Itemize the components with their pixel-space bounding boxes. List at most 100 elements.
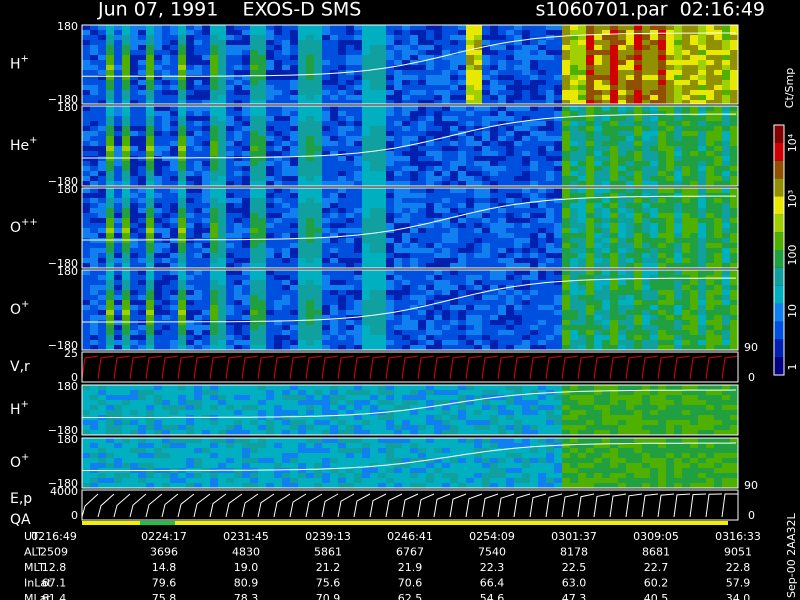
- spectrogram-cell: [106, 95, 114, 100]
- spectrogram-cell: [586, 315, 594, 320]
- spectrogram-cell: [170, 223, 178, 228]
- spectrogram-cell: [482, 141, 490, 146]
- spectrogram-cell: [82, 228, 90, 233]
- spectrogram-cell: [354, 310, 362, 315]
- spectrogram-cell: [482, 45, 490, 50]
- spectrogram-cell: [274, 25, 282, 30]
- spectrogram-cell: [650, 106, 658, 111]
- spectrogram-cell: [722, 50, 730, 55]
- spectrogram-cell: [210, 310, 218, 315]
- spectrogram-cell: [690, 141, 698, 146]
- spectrogram-cell: [650, 25, 658, 30]
- spectrogram-cell: [546, 95, 554, 100]
- spectrogram-cell: [490, 141, 498, 146]
- spectrogram-cell: [130, 151, 138, 156]
- spectrogram-cell: [674, 218, 682, 223]
- spectrogram-cell: [602, 203, 610, 208]
- spectrogram-cell: [506, 35, 514, 40]
- spectrogram-cell: [370, 156, 378, 161]
- spectrogram-cell: [506, 131, 514, 136]
- spectrogram-cell: [162, 310, 170, 315]
- spectrogram-cell: [370, 305, 378, 310]
- spectrogram-cell: [210, 95, 218, 100]
- spectrogram-cell: [234, 55, 242, 60]
- spectrogram-cell: [434, 233, 442, 238]
- spectrogram-cell: [234, 116, 242, 121]
- spectrogram-cell: [130, 305, 138, 310]
- spectrogram-cell: [282, 55, 290, 60]
- spectrogram-cell: [722, 80, 730, 85]
- spectrogram-cell: [242, 176, 250, 181]
- spectrogram-cell: [266, 100, 274, 104]
- spectrogram-cell: [626, 161, 634, 166]
- spectrogram-cell: [522, 116, 530, 121]
- spectrogram-cell: [666, 248, 674, 253]
- spectrogram-cell: [658, 25, 666, 30]
- spectrogram-cell: [458, 116, 466, 121]
- spectrogram-cell: [138, 223, 146, 228]
- spectrogram-cell: [194, 40, 202, 45]
- spectrogram-cell: [82, 171, 90, 176]
- spectrogram-cell: [346, 280, 354, 285]
- spectrogram-cell: [434, 45, 442, 50]
- spectrogram-cell: [106, 85, 114, 90]
- spectrogram-cell: [674, 40, 682, 45]
- spectrogram-cell: [506, 345, 514, 350]
- spectrogram-cell: [226, 315, 234, 320]
- spectrogram-cell: [378, 60, 386, 65]
- spectrogram-cell: [498, 285, 506, 290]
- spectrogram-cell: [82, 233, 90, 238]
- spectrogram-cell: [578, 228, 586, 233]
- spectrogram-cell: [554, 60, 562, 65]
- spectrogram-cell: [722, 166, 730, 171]
- spectrogram-cell: [162, 345, 170, 350]
- spectrogram-cell: [314, 25, 322, 30]
- spectrogram-cell: [474, 161, 482, 166]
- spectrogram-cell: [202, 166, 210, 171]
- spectrogram-cell: [194, 80, 202, 85]
- spectrogram-cell: [298, 111, 306, 116]
- spectrogram-cell: [234, 161, 242, 166]
- spectrogram-cell: [306, 325, 314, 330]
- spectrogram-cell: [122, 285, 130, 290]
- spectrogram-cell: [410, 223, 418, 228]
- spectrogram-cell: [570, 243, 578, 248]
- spectrogram-cell: [458, 223, 466, 228]
- spectrogram-cell: [146, 198, 154, 203]
- spectrogram-cell: [218, 35, 226, 40]
- spectrogram-cell: [202, 335, 210, 340]
- spectrogram-cell: [482, 181, 490, 186]
- spectrogram-cell: [250, 213, 258, 218]
- spectrogram-cell: [90, 80, 98, 85]
- spectrogram-cell: [698, 181, 706, 186]
- spectrogram-cell: [146, 161, 154, 166]
- spectrogram-cell: [570, 315, 578, 320]
- spectrogram-cell: [586, 213, 594, 218]
- spectrogram-cell: [242, 295, 250, 300]
- spectrogram-cell: [98, 285, 106, 290]
- spectrogram-cell: [722, 253, 730, 258]
- spectrogram-cell: [346, 340, 354, 345]
- spectrogram-cell: [690, 131, 698, 136]
- spectrogram-cell: [722, 208, 730, 213]
- spectrogram-cell: [306, 330, 314, 335]
- spectrogram-cell: [346, 126, 354, 131]
- spectrogram-cell: [314, 116, 322, 121]
- spectrogram-cell: [666, 176, 674, 181]
- spectrogram-cell: [290, 300, 298, 305]
- spectrogram-cell: [514, 95, 522, 100]
- spectrogram-cell: [730, 203, 738, 208]
- spectrogram-cell: [722, 171, 730, 176]
- spectrogram-cell: [482, 116, 490, 121]
- spectrogram-cell: [578, 80, 586, 85]
- spectrogram-cell: [370, 45, 378, 50]
- spectrogram-cell: [378, 126, 386, 131]
- spectrogram-cell: [362, 340, 370, 345]
- spectrogram-cell: [426, 25, 434, 30]
- spectrogram-cell: [522, 171, 530, 176]
- spectrogram-cell: [554, 243, 562, 248]
- spectrogram-cell: [730, 45, 738, 50]
- spectrogram-cell: [618, 30, 626, 35]
- spectrogram-cell: [282, 243, 290, 248]
- spectrogram-cell: [130, 213, 138, 218]
